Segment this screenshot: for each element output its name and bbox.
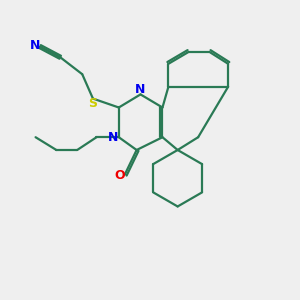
Text: N: N [108,131,118,144]
Text: N: N [30,39,40,52]
Text: N: N [135,82,146,96]
Text: S: S [88,98,98,110]
Text: O: O [114,169,125,182]
